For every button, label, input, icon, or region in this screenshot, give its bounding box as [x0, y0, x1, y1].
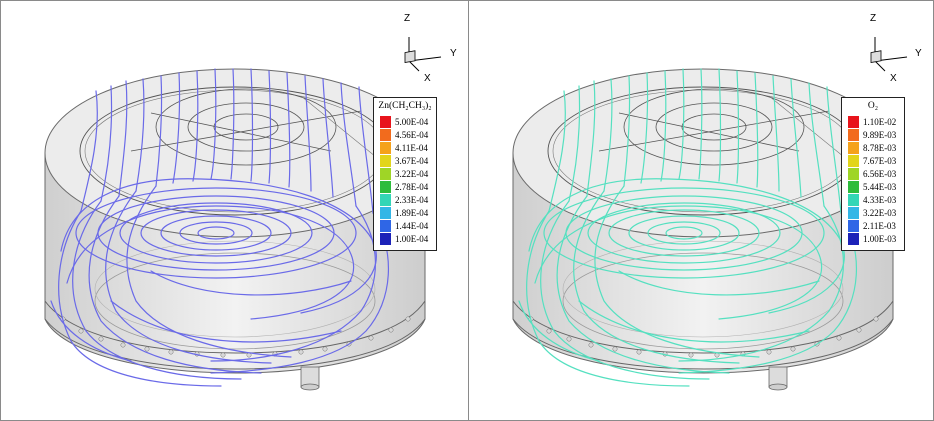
legend-right: O₂ 1.10E-02 9.89E-03 8.78E-03 7.67E-03 6… — [841, 97, 905, 251]
right-panel: Z Y X O₂ 1.10E-02 9.89E-03 8.78E-03 7.67… — [468, 0, 934, 421]
legend-swatch — [848, 181, 859, 193]
legend-swatch — [848, 129, 859, 141]
legend-swatch — [848, 116, 859, 128]
x-axis-label: X — [424, 73, 431, 84]
legend-value: 4.11E-04 — [395, 143, 428, 153]
legend-swatch — [380, 207, 391, 219]
legend-value: 3.22E-04 — [395, 169, 429, 179]
legend-value: 2.78E-04 — [395, 182, 429, 192]
y-axis-label: Y — [450, 48, 457, 59]
legend-swatch — [380, 155, 391, 167]
legend-value: 3.67E-04 — [395, 156, 429, 166]
legend-value: 5.00E-04 — [395, 117, 429, 127]
legend-value: 9.89E-03 — [863, 130, 897, 140]
legend-title: Zn(CH₂CH₃)₂ — [378, 101, 432, 111]
legend-value: 4.33E-03 — [863, 195, 897, 205]
legend-value: 1.44E-04 — [395, 221, 429, 231]
legend-value: 7.67E-03 — [863, 156, 897, 166]
legend-swatch — [380, 194, 391, 206]
axis-triad-right — [870, 37, 908, 72]
legend-swatch — [848, 207, 859, 219]
legend-title: O₂ — [867, 101, 879, 111]
streamlines-right — [518, 68, 857, 387]
z-axis-label: Z — [870, 13, 877, 24]
legend-value: 6.56E-03 — [863, 169, 897, 179]
legend-swatch — [380, 116, 391, 128]
legend-value: 1.00E-04 — [395, 234, 429, 244]
x-axis-label: X — [890, 73, 897, 84]
reactor-model-right — [512, 68, 894, 391]
legend-value: 8.78E-03 — [863, 143, 897, 153]
legend-swatch — [380, 168, 391, 180]
legend-swatch — [848, 155, 859, 167]
legend-swatch — [848, 233, 859, 245]
legend-value: 1.10E-02 — [863, 117, 897, 127]
legend-value: 2.33E-04 — [395, 195, 429, 205]
legend-swatch — [380, 220, 391, 232]
legend-swatch — [380, 129, 391, 141]
legend-value: 1.89E-04 — [395, 208, 429, 218]
legend-swatch — [848, 168, 859, 180]
legend-swatch — [380, 181, 391, 193]
legend-swatch — [848, 142, 859, 154]
legend-value: 5.44E-03 — [863, 182, 897, 192]
legend-left: Zn(CH₂CH₃)₂ 5.00E-04 4.56E-04 4.11E-04 3… — [373, 97, 437, 251]
legend-swatch — [848, 194, 859, 206]
reactor-model-left — [44, 68, 426, 391]
left-panel: Z Y X Zn(CH₂CH₃)₂ 5.00E-04 4.56E-04 4.11… — [0, 0, 469, 421]
z-axis-label: Z — [404, 13, 411, 24]
legend-swatch — [380, 233, 391, 245]
legend-value: 1.00E-03 — [863, 234, 897, 244]
legend-value: 4.56E-04 — [395, 130, 429, 140]
legend-value: 2.11E-03 — [863, 221, 896, 231]
legend-swatch — [380, 142, 391, 154]
legend-value: 3.22E-03 — [863, 208, 897, 218]
y-axis-label: Y — [915, 48, 922, 59]
axis-triad-left — [404, 37, 442, 72]
legend-swatch — [848, 220, 859, 232]
streamlines-left — [50, 68, 389, 387]
